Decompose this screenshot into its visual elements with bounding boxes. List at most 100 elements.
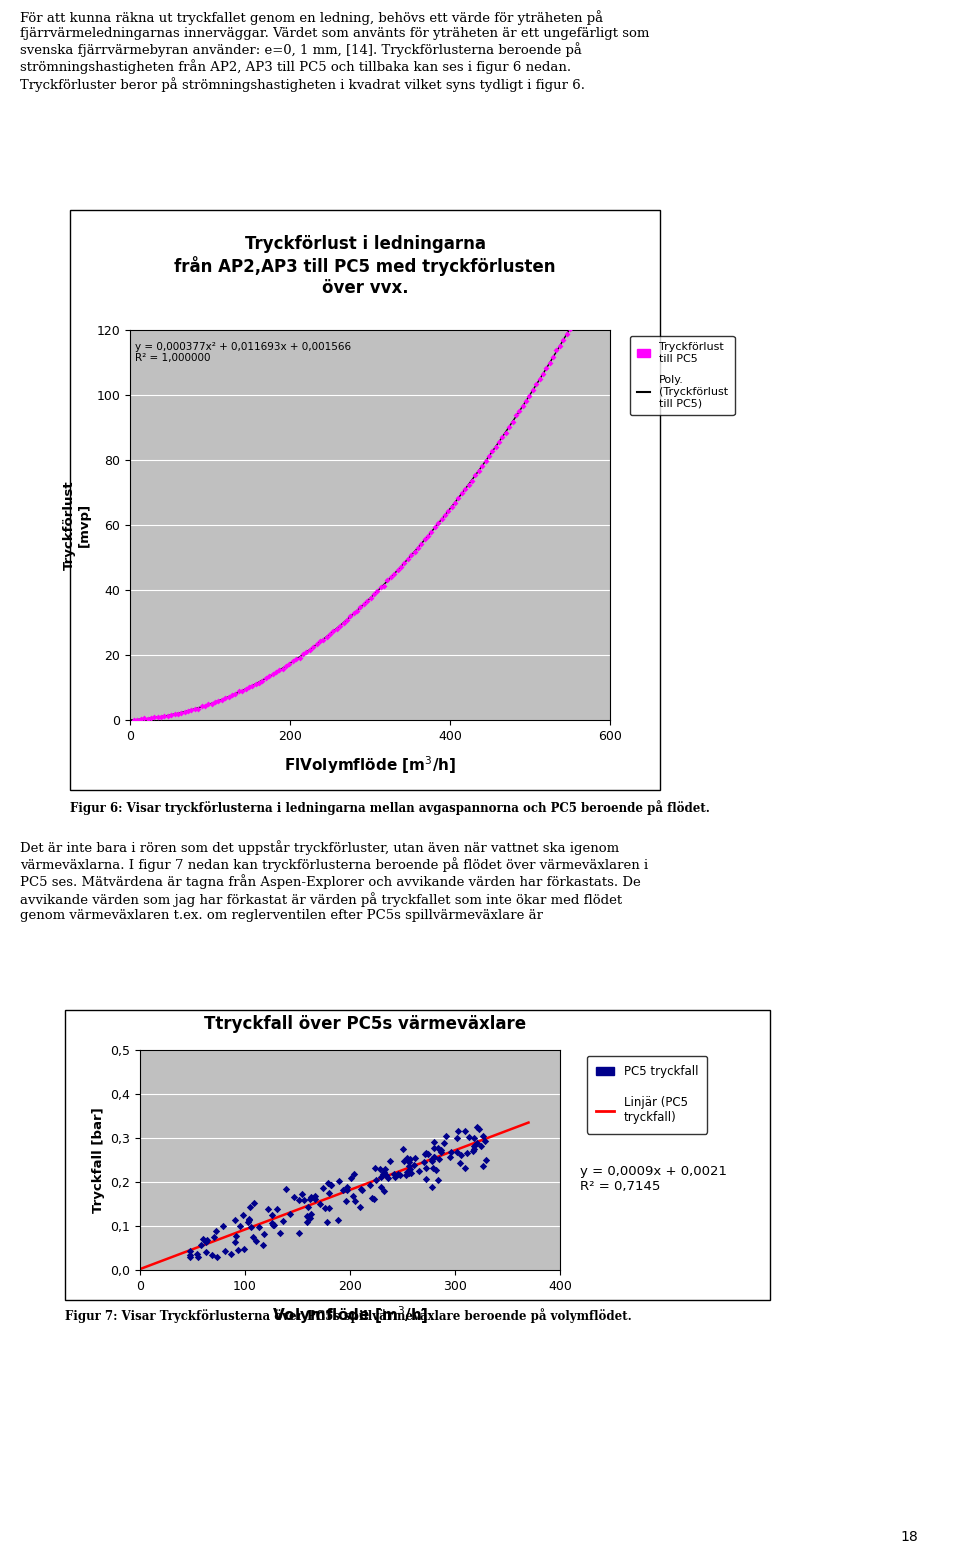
PC5 tryckfall: [465, 1139, 480, 1163]
PC5 tryckfall: [236, 1237, 252, 1262]
PC5 tryckfall: [368, 1156, 383, 1180]
PC5 tryckfall: [376, 1179, 392, 1204]
PC5 tryckfall: [324, 1173, 339, 1197]
Text: Ttryckfall över PC5s värmeväxlare: Ttryckfall över PC5s värmeväxlare: [204, 1015, 526, 1032]
PC5 tryckfall: [430, 1168, 445, 1193]
PC5 tryckfall: [346, 1183, 361, 1208]
PC5 tryckfall: [469, 1131, 485, 1156]
Tryckförlust
till PC5: [454, 481, 469, 506]
PC5 tryckfall: [418, 1142, 433, 1167]
Tryckförlust
till PC5: [143, 707, 158, 731]
Tryckförlust
till PC5: [198, 693, 213, 717]
Tryckförlust
till PC5: [390, 557, 405, 582]
PC5 tryckfall: [401, 1160, 417, 1185]
PC5 tryckfall: [424, 1146, 440, 1171]
Legend: Tryckförlust
till PC5, Poly.
(Tryckförlust
till PC5): Tryckförlust till PC5, Poly. (Tryckförlu…: [630, 335, 734, 415]
PC5 tryckfall: [218, 1239, 233, 1264]
PC5 tryckfall: [363, 1173, 378, 1197]
PC5 tryckfall: [319, 1210, 334, 1234]
Tryckförlust
till PC5: [376, 574, 392, 599]
PC5 tryckfall: [469, 1114, 485, 1139]
PC5 tryckfall: [182, 1239, 198, 1264]
PC5 tryckfall: [417, 1150, 432, 1174]
Tryckförlust
till PC5: [325, 619, 341, 643]
Tryckförlust
till PC5: [190, 696, 205, 721]
PC5 tryckfall: [402, 1146, 418, 1171]
PC5 tryckfall: [467, 1126, 482, 1151]
Tryckförlust
till PC5: [156, 704, 172, 728]
Tryckförlust
till PC5: [130, 707, 145, 731]
PC5 tryckfall: [266, 1213, 281, 1237]
Tryckförlust
till PC5: [522, 384, 538, 409]
Tryckförlust
till PC5: [481, 444, 496, 469]
Tryckförlust
till PC5: [485, 438, 500, 463]
Tryckförlust
till PC5: [177, 699, 192, 724]
Tryckförlust
till PC5: [218, 685, 233, 710]
PC5 tryckfall: [395, 1136, 410, 1160]
PC5 tryckfall: [408, 1145, 423, 1170]
Poly.
(Tryckförlust
till PC5): [270, 663, 281, 682]
PC5 tryckfall: [425, 1156, 441, 1180]
PC5 tryckfall: [391, 1162, 406, 1187]
Tryckförlust
till PC5: [231, 679, 247, 704]
Y-axis label: Tryckfall [bar]: Tryckfall [bar]: [92, 1108, 105, 1213]
Poly.
(Tryckförlust
till PC5): [301, 642, 313, 660]
PC5 tryckfall: [300, 1194, 316, 1219]
Tryckförlust
till PC5: [194, 694, 209, 719]
Poly.
(Tryckförlust
till PC5): [406, 545, 418, 563]
PC5 tryckfall: [340, 1176, 355, 1200]
PC5 tryckfall: [458, 1156, 473, 1180]
Tryckförlust
till PC5: [451, 486, 467, 511]
PC5 tryckfall: [242, 1194, 257, 1219]
PC5 tryckfall: [182, 1245, 198, 1270]
PC5 tryckfall: [296, 1188, 311, 1213]
PC5 tryckfall: [433, 1137, 448, 1162]
PC5 tryckfall: [282, 1202, 298, 1227]
PC5 tryckfall: [418, 1156, 433, 1180]
Tryckförlust
till PC5: [268, 660, 283, 685]
PC5 tryckfall: [198, 1230, 213, 1254]
PC5 tryckfall: [373, 1165, 389, 1190]
PC5 tryckfall: [353, 1176, 369, 1200]
PC5 tryckfall: [235, 1204, 251, 1228]
Tryckförlust
till PC5: [444, 494, 460, 518]
PC5 tryckfall: [403, 1160, 419, 1185]
PC5 tryckfall: [228, 1224, 244, 1248]
Tryckförlust
till PC5: [136, 705, 152, 730]
Tryckförlust
till PC5: [352, 594, 368, 619]
Tryckförlust
till PC5: [183, 697, 199, 722]
Tryckförlust
till PC5: [316, 628, 331, 653]
PC5 tryckfall: [256, 1221, 272, 1245]
Tryckförlust
till PC5: [234, 679, 250, 704]
Tryckförlust
till PC5: [349, 599, 365, 623]
PC5 tryckfall: [401, 1153, 417, 1177]
PC5 tryckfall: [204, 1242, 220, 1267]
PC5 tryckfall: [200, 1228, 215, 1253]
Tryckförlust
till PC5: [133, 707, 149, 731]
PC5 tryckfall: [330, 1207, 346, 1231]
Tryckförlust
till PC5: [238, 677, 253, 702]
Tryckförlust
till PC5: [380, 568, 396, 593]
Tryckförlust
till PC5: [285, 648, 300, 673]
PC5 tryckfall: [467, 1137, 482, 1162]
PC5 tryckfall: [398, 1163, 414, 1188]
Tryckförlust
till PC5: [394, 555, 409, 580]
Tryckförlust
till PC5: [336, 611, 351, 636]
Tryckförlust
till PC5: [245, 674, 260, 699]
PC5 tryckfall: [387, 1162, 402, 1187]
PC5 tryckfall: [316, 1176, 331, 1200]
PC5 tryckfall: [255, 1233, 271, 1258]
PC5 tryckfall: [352, 1194, 368, 1219]
PC5 tryckfall: [322, 1196, 337, 1221]
Tryckförlust
till PC5: [515, 393, 530, 418]
Tryckförlust
till PC5: [305, 634, 321, 659]
PC5 tryckfall: [198, 1239, 213, 1264]
Poly.
(Tryckförlust
till PC5): [450, 492, 462, 511]
Text: Det är inte bara i rören som det uppstår tryckförluster, utan även när vattnet s: Det är inte bara i rören som det uppstår…: [20, 839, 648, 921]
Tryckförlust
till PC5: [150, 705, 165, 730]
PC5 tryckfall: [209, 1245, 225, 1270]
PC5 tryckfall: [407, 1153, 422, 1177]
PC5 tryckfall: [241, 1207, 256, 1231]
PC5 tryckfall: [307, 1183, 323, 1208]
Tryckförlust
till PC5: [312, 630, 327, 654]
